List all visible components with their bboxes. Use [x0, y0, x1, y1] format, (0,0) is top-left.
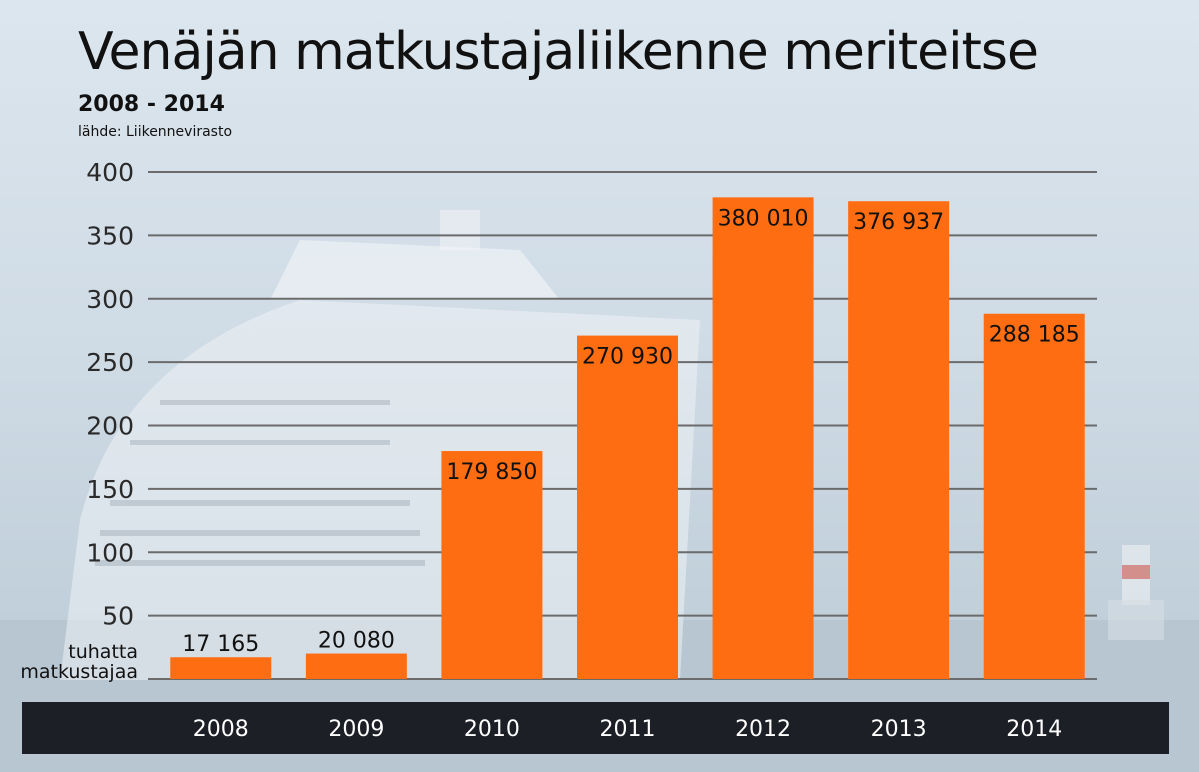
x-tick-label-2009: 2009 [328, 717, 385, 742]
y-unit-line-2: matkustajaa [20, 661, 138, 683]
chart-subtitle: 2008 - 2014 [78, 92, 225, 117]
data-labels: 17 165 20 080 179 850 270 930 380 010 376 937… [182, 206, 1079, 657]
data-label-2014: 288 185 [989, 323, 1080, 348]
y-tick-label: 50 [102, 602, 134, 631]
x-axis-band: 2008 2009 2010 2011 2012 2013 2014 [22, 702, 1169, 754]
y-tick-label: 200 [86, 412, 134, 441]
y-unit-line-1: tuhatta [68, 641, 138, 663]
bars [170, 197, 1085, 679]
y-tick-label: 100 [86, 538, 134, 567]
x-tick-label-2014: 2014 [1006, 717, 1063, 742]
bar-2012 [712, 197, 814, 679]
y-tick-label: 300 [86, 285, 134, 314]
source-note: lähde: Liikennevirasto [78, 124, 233, 140]
x-tick-label-2012: 2012 [735, 717, 792, 742]
data-label-2008: 17 165 [182, 632, 259, 657]
x-tick-label-2008: 2008 [192, 717, 249, 742]
bar-2014 [983, 313, 1085, 679]
data-label-2011: 270 930 [582, 345, 673, 370]
bar-2008 [170, 657, 272, 679]
y-tick-label: 400 [86, 158, 134, 187]
bar-2010 [441, 451, 543, 679]
data-label-2013: 376 937 [853, 210, 944, 235]
bar-2011 [577, 335, 678, 679]
y-tick-label: 150 [86, 475, 134, 504]
y-unit-label: tuhatta matkustajaa [8, 642, 138, 682]
x-tick-label-2010: 2010 [463, 717, 520, 742]
x-tick-label-2011: 2011 [599, 717, 656, 742]
x-tick-label-2013: 2013 [870, 717, 927, 742]
data-label-2012: 380 010 [718, 206, 809, 231]
bar-2013 [848, 201, 950, 679]
data-label-2009: 20 080 [318, 629, 395, 654]
y-tick-label: 250 [86, 348, 134, 377]
data-label-2010: 179 850 [446, 460, 537, 485]
bar-2009 [305, 653, 407, 679]
y-tick-label: 350 [86, 221, 134, 250]
chart-title: Venäjän matkustajaliikenne meriteitse [78, 22, 1039, 82]
y-tick-labels: 50 100 150 200 250 300 350 400 [86, 158, 134, 631]
